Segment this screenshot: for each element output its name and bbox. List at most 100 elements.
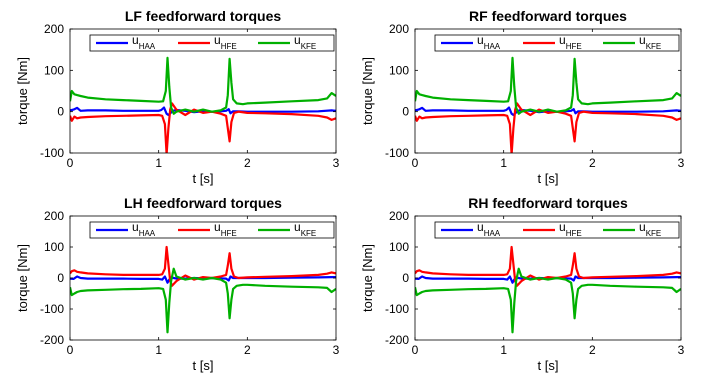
- series-line-kfe: [70, 56, 336, 115]
- y-tick-label: -100: [385, 302, 409, 316]
- y-tick-label: -100: [385, 146, 409, 160]
- legend-label-base: u: [294, 33, 301, 47]
- y-tick-label: 0: [57, 105, 64, 119]
- legend-label-base: u: [132, 220, 139, 234]
- legend-label-base: u: [477, 220, 484, 234]
- y-tick-label: -100: [40, 302, 64, 316]
- series-line-kfe: [415, 56, 681, 115]
- series-line-kfe: [70, 267, 336, 334]
- x-tick-label: 0: [67, 343, 74, 357]
- legend-label: uHFE: [214, 220, 237, 238]
- y-tick-label: 100: [44, 63, 64, 77]
- axes-box: [69, 28, 337, 154]
- legend-label-subscript: KFE: [301, 229, 317, 238]
- legend-label-base: u: [477, 33, 484, 47]
- legend-label: uHFE: [559, 33, 582, 51]
- chart-title: RF feedforward torques: [469, 8, 627, 24]
- legend-label: uKFE: [639, 220, 661, 238]
- series-line-kfe: [415, 267, 681, 334]
- y-tick-label: 100: [44, 240, 64, 254]
- y-tick-label: 0: [57, 271, 64, 285]
- y-tick-label: 100: [389, 240, 409, 254]
- legend-label-subscript: HAA: [139, 229, 156, 238]
- series-line-hfe: [415, 245, 681, 287]
- x-tick-label: 3: [333, 156, 340, 170]
- legend-label-subscript: HAA: [484, 229, 501, 238]
- legend-label-base: u: [559, 33, 566, 47]
- legend-box: [89, 34, 335, 52]
- legend-label-base: u: [214, 220, 221, 234]
- y-tick-label: 200: [389, 209, 409, 223]
- y-tick-label: 200: [44, 209, 64, 223]
- y-axis-label: torque [Nm]: [360, 57, 375, 125]
- legend-label: uKFE: [639, 33, 661, 51]
- chart-title: LF feedforward torques: [125, 8, 282, 24]
- legend-label: uHAA: [132, 220, 156, 238]
- legend-label-subscript: HAA: [484, 42, 501, 51]
- y-tick-label: 0: [402, 271, 409, 285]
- y-tick-label: 200: [44, 22, 64, 36]
- legend-label-base: u: [132, 33, 139, 47]
- legend-box: [89, 221, 335, 239]
- chart-title: RH feedforward torques: [468, 195, 628, 211]
- legend-label-base: u: [214, 33, 221, 47]
- legend-label: uKFE: [294, 33, 316, 51]
- legend-label: uKFE: [294, 220, 316, 238]
- legend-label-subscript: KFE: [646, 229, 662, 238]
- y-tick-label: 200: [389, 22, 409, 36]
- x-tick-label: 2: [589, 156, 596, 170]
- x-tick-label: 1: [500, 156, 507, 170]
- x-tick-label: 3: [678, 156, 685, 170]
- x-tick-label: 3: [678, 343, 685, 357]
- x-tick-label: 2: [589, 343, 596, 357]
- x-tick-label: 1: [155, 343, 162, 357]
- legend-label-subscript: HFE: [221, 42, 237, 51]
- x-tick-label: 2: [244, 156, 251, 170]
- x-tick-label: 2: [244, 343, 251, 357]
- legend: uHAA uHFE uKFE: [434, 33, 680, 52]
- legend-label-subscript: HFE: [566, 42, 582, 51]
- legend-label-base: u: [639, 33, 646, 47]
- series-line-hfe: [70, 102, 336, 153]
- legend: uHAA uHFE uKFE: [89, 33, 335, 52]
- legend-label-subscript: HAA: [139, 42, 156, 51]
- legend-box: [434, 34, 680, 52]
- y-tick-label: -200: [385, 333, 409, 347]
- series-line-hfe: [415, 102, 681, 153]
- x-tick-label: 0: [412, 156, 419, 170]
- chart-title: LH feedforward torques: [124, 195, 282, 211]
- x-axis-label: t [s]: [538, 358, 559, 373]
- legend-label: uHAA: [477, 220, 501, 238]
- y-axis-label: torque [Nm]: [15, 244, 30, 312]
- x-tick-label: 0: [412, 343, 419, 357]
- x-tick-label: 0: [67, 156, 74, 170]
- chart-panel: LH feedforward torques 0 1 2 3 -200 -100 0 100 20…: [15, 195, 340, 373]
- legend-label-subscript: HFE: [566, 229, 582, 238]
- series-line-hfe: [70, 245, 336, 287]
- x-axis-label: t [s]: [193, 358, 214, 373]
- legend-label-subscript: HFE: [221, 229, 237, 238]
- y-tick-label: 100: [389, 63, 409, 77]
- axes-box: [414, 28, 682, 154]
- y-axis-label: torque [Nm]: [360, 244, 375, 312]
- chart-panel: RH feedforward torques 0 1 2 3 -200 -100 0 100 20…: [360, 195, 685, 373]
- x-tick-label: 3: [333, 343, 340, 357]
- legend-label: uHFE: [559, 220, 582, 238]
- y-tick-label: 0: [402, 105, 409, 119]
- legend-label-base: u: [294, 220, 301, 234]
- legend-label-base: u: [559, 220, 566, 234]
- legend-label: uHAA: [132, 33, 156, 51]
- legend-label-subscript: KFE: [301, 42, 317, 51]
- y-axis-label: torque [Nm]: [15, 57, 30, 125]
- legend-label: uHFE: [214, 33, 237, 51]
- legend-box: [434, 221, 680, 239]
- legend-label-subscript: KFE: [646, 42, 662, 51]
- x-tick-label: 1: [500, 343, 507, 357]
- x-axis-label: t [s]: [193, 171, 214, 186]
- legend-label-base: u: [639, 220, 646, 234]
- x-axis-label: t [s]: [538, 171, 559, 186]
- legend-label: uHAA: [477, 33, 501, 51]
- legend: uHAA uHFE uKFE: [434, 220, 680, 239]
